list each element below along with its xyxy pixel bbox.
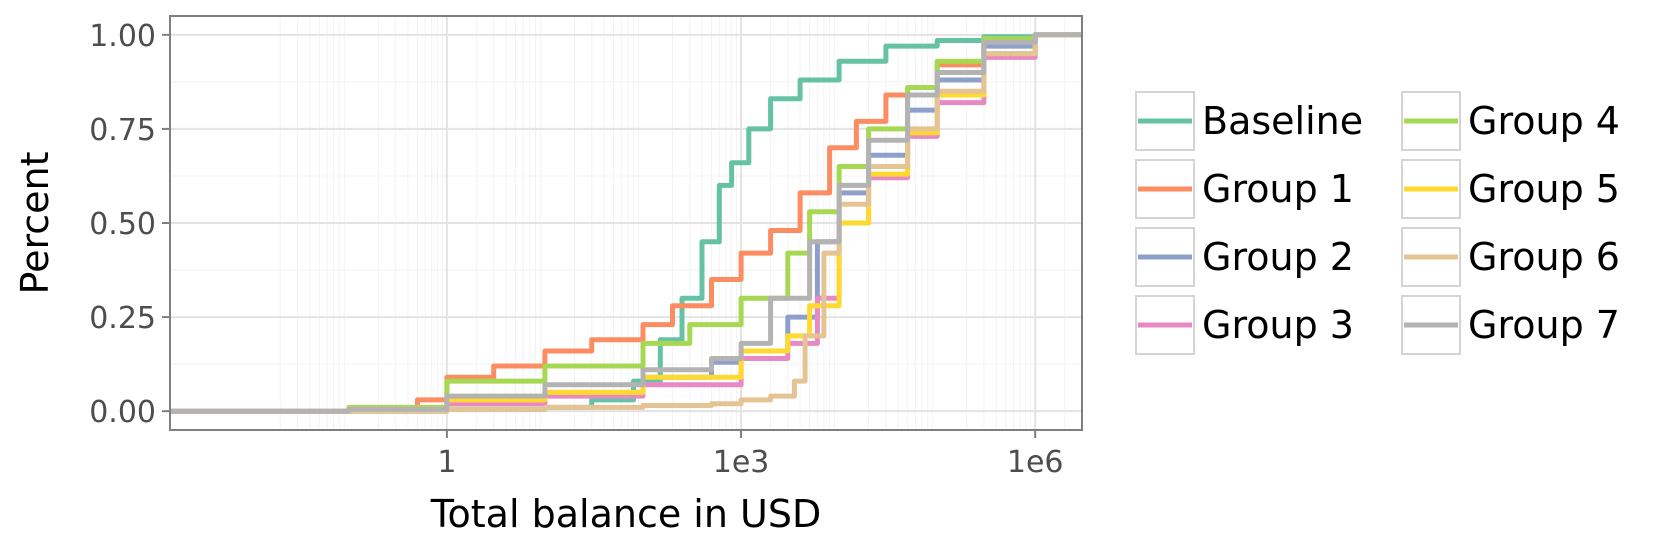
series-line-group-4	[170, 32, 1082, 414]
series-line-group-6	[170, 32, 1082, 414]
x-tick-label: 1e3	[713, 445, 770, 480]
series-line-group-7	[170, 32, 1082, 414]
legend-label: Group 4	[1468, 99, 1620, 143]
legend-label: Group 5	[1468, 167, 1620, 211]
y-axis-title: Percent	[13, 152, 57, 295]
legend-item-group-4: Group 4	[1401, 91, 1620, 151]
legend-label: Group 1	[1202, 167, 1354, 211]
legend-label: Group 7	[1468, 303, 1620, 347]
y-tick-label: 0.50	[89, 207, 156, 242]
legend-item-group-3: Group 3	[1135, 295, 1354, 355]
y-tick-label: 0.25	[89, 301, 156, 336]
x-tick-label: 1	[437, 445, 456, 480]
legend-label: Group 6	[1468, 235, 1620, 279]
legend-item-group-6: Group 6	[1401, 227, 1620, 287]
series-line-group-3	[170, 32, 1082, 414]
y-axis: 0.00 0.25 0.50 0.75 1.00	[89, 19, 170, 430]
y-tick-label: 1.00	[89, 19, 156, 54]
series-lines	[170, 32, 1082, 414]
x-axis-title: Total balance in USD	[430, 492, 821, 536]
legend-item-group-5: Group 5	[1401, 159, 1620, 219]
legend-item-group-2: Group 2	[1135, 227, 1354, 287]
y-tick-label: 0.75	[89, 113, 156, 148]
legend-label: Group 2	[1202, 235, 1354, 279]
x-axis: 1 1e3 1e6	[437, 430, 1064, 480]
legend-item-baseline: Baseline	[1135, 91, 1363, 151]
legend-label: Baseline	[1202, 99, 1363, 143]
y-tick-label: 0.00	[89, 395, 156, 430]
legend-item-group-7: Group 7	[1401, 295, 1620, 355]
legend-item-group-1: Group 1	[1135, 159, 1354, 219]
legend: Baseline Group 1 Group 2 Group 3 Group 4 Grou…	[1135, 91, 1620, 355]
legend-label: Group 3	[1202, 303, 1354, 347]
series-line-group-5	[170, 32, 1082, 414]
x-tick-label: 1e6	[1007, 445, 1064, 480]
